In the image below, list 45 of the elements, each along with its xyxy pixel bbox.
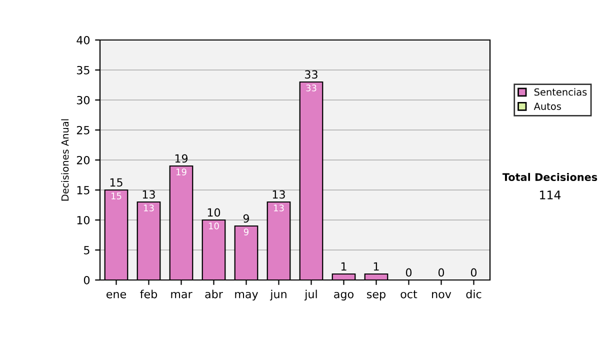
total-label: 33 (305, 70, 318, 79)
x-tick-label: may (235, 292, 258, 300)
legend-label: Autos (534, 102, 561, 110)
text: Total Decisiones (502, 172, 598, 182)
total-label: 1 (341, 262, 346, 270)
x-tick-label: jun (270, 290, 286, 300)
y-tick-label: 25 (76, 126, 90, 134)
y-tick-label: 40 (76, 36, 90, 44)
text: 114 (540, 190, 561, 200)
x-tick-label: feb (140, 290, 158, 298)
total-label: 10 (208, 208, 220, 217)
y-tick-label: 30 (76, 96, 90, 104)
total-label: 13 (272, 190, 285, 199)
y-tick-label: 35 (76, 66, 90, 74)
x-tick-label: jul (304, 290, 317, 300)
total-label: 15 (110, 178, 122, 187)
data-label: 13 (274, 204, 284, 212)
total-label: 19 (175, 154, 188, 163)
y-tick-label: 10 (77, 216, 90, 224)
total-label: 1 (374, 262, 379, 270)
total-label: 0 (470, 268, 477, 277)
legend-label: Sentencias (534, 88, 587, 96)
x-tick-label: oct (400, 290, 418, 298)
data-label: 33 (306, 84, 316, 92)
y-axis-title: Decisiones Anual (61, 119, 69, 201)
y-tick-label: 5 (84, 246, 90, 254)
data-label: 10 (209, 222, 219, 230)
data-label: 19 (176, 168, 186, 176)
y-tick-label: 20 (76, 156, 90, 164)
x-tick-label: ene (106, 292, 126, 298)
x-tick-label: ago (334, 292, 354, 300)
x-tick-label: dic (466, 290, 482, 298)
total-label: 0 (438, 268, 444, 277)
data-label: 13 (144, 204, 154, 212)
data-label: 15 (112, 192, 122, 200)
total-label: 9 (243, 214, 250, 223)
y-tick-label: 15 (77, 186, 90, 194)
x-tick-label: mar (171, 292, 192, 298)
x-tick-label: nov (432, 292, 452, 298)
total-label: 13 (142, 190, 155, 199)
x-tick-label: sep (367, 292, 386, 300)
y-tick-label: 0 (84, 276, 90, 284)
total-label: 0 (406, 268, 412, 277)
data-label: 9 (244, 228, 248, 236)
x-tick-label: abr (205, 290, 223, 298)
